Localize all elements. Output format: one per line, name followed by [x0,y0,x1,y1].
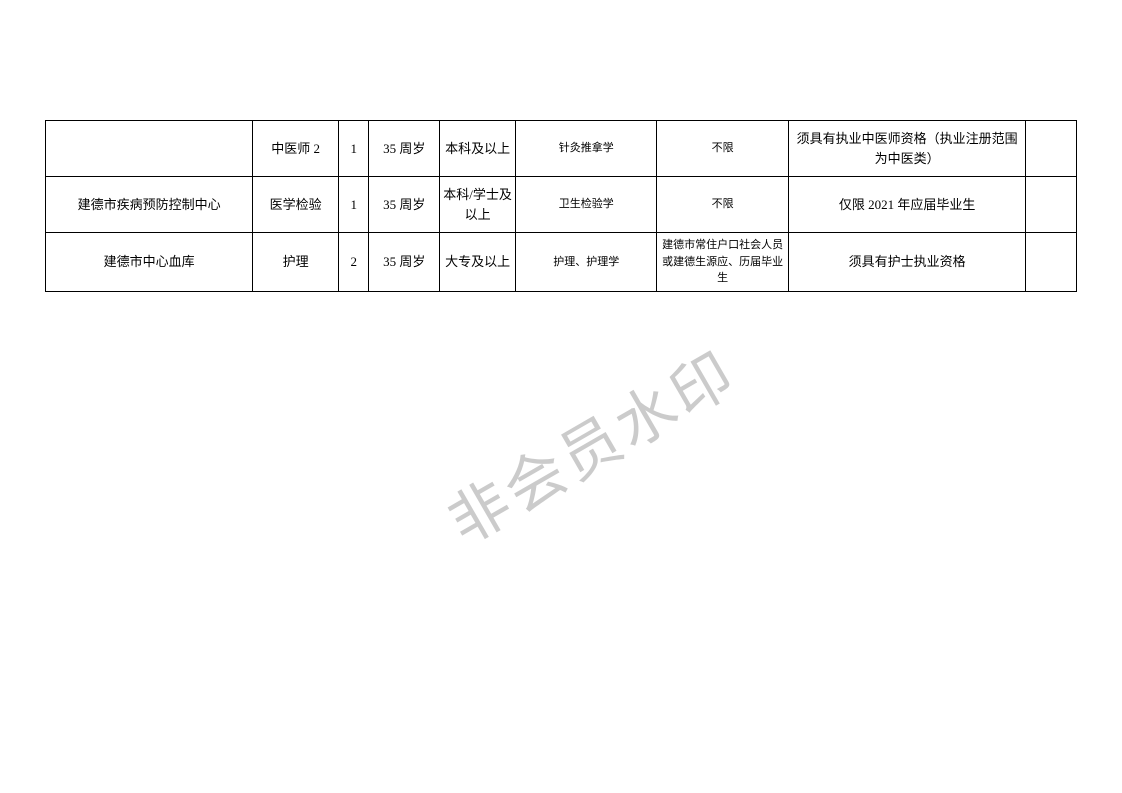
cell-scope: 建德市常住户口社会人员或建德生源应、历届毕业生 [657,233,788,292]
cell-requirement: 仅限 2021 年应届毕业生 [788,177,1026,233]
cell-major: 卫生检验学 [515,177,657,233]
cell-major: 护理、护理学 [515,233,657,292]
cell-note [1026,121,1077,177]
cell-scope: 不限 [657,121,788,177]
cell-education: 本科/学士及以上 [440,177,516,233]
cell-note [1026,177,1077,233]
table-row: 中医师 2 1 35 周岁 本科及以上 针灸推拿学 不限 须具有执业中医师资格（… [46,121,1077,177]
recruitment-table: 中医师 2 1 35 周岁 本科及以上 针灸推拿学 不限 须具有执业中医师资格（… [45,120,1077,292]
table-row: 建德市中心血库 护理 2 35 周岁 大专及以上 护理、护理学 建德市常住户口社… [46,233,1077,292]
cell-org: 建德市疾病预防控制中心 [46,177,253,233]
cell-count: 1 [339,177,369,233]
cell-major: 针灸推拿学 [515,121,657,177]
cell-age: 35 周岁 [369,233,440,292]
cell-age: 35 周岁 [369,121,440,177]
cell-scope: 不限 [657,177,788,233]
cell-education: 本科及以上 [440,121,516,177]
cell-requirement: 须具有护士执业资格 [788,233,1026,292]
cell-org: 建德市中心血库 [46,233,253,292]
cell-count: 1 [339,121,369,177]
cell-position: 医学检验 [253,177,339,233]
cell-note [1026,233,1077,292]
table-row: 建德市疾病预防控制中心 医学检验 1 35 周岁 本科/学士及以上 卫生检验学 … [46,177,1077,233]
cell-position: 中医师 2 [253,121,339,177]
cell-position: 护理 [253,233,339,292]
cell-requirement: 须具有执业中医师资格（执业注册范围为中医类） [788,121,1026,177]
cell-age: 35 周岁 [369,177,440,233]
cell-org [46,121,253,177]
watermark-text: 非会员水印 [430,326,751,561]
cell-education: 大专及以上 [440,233,516,292]
cell-count: 2 [339,233,369,292]
